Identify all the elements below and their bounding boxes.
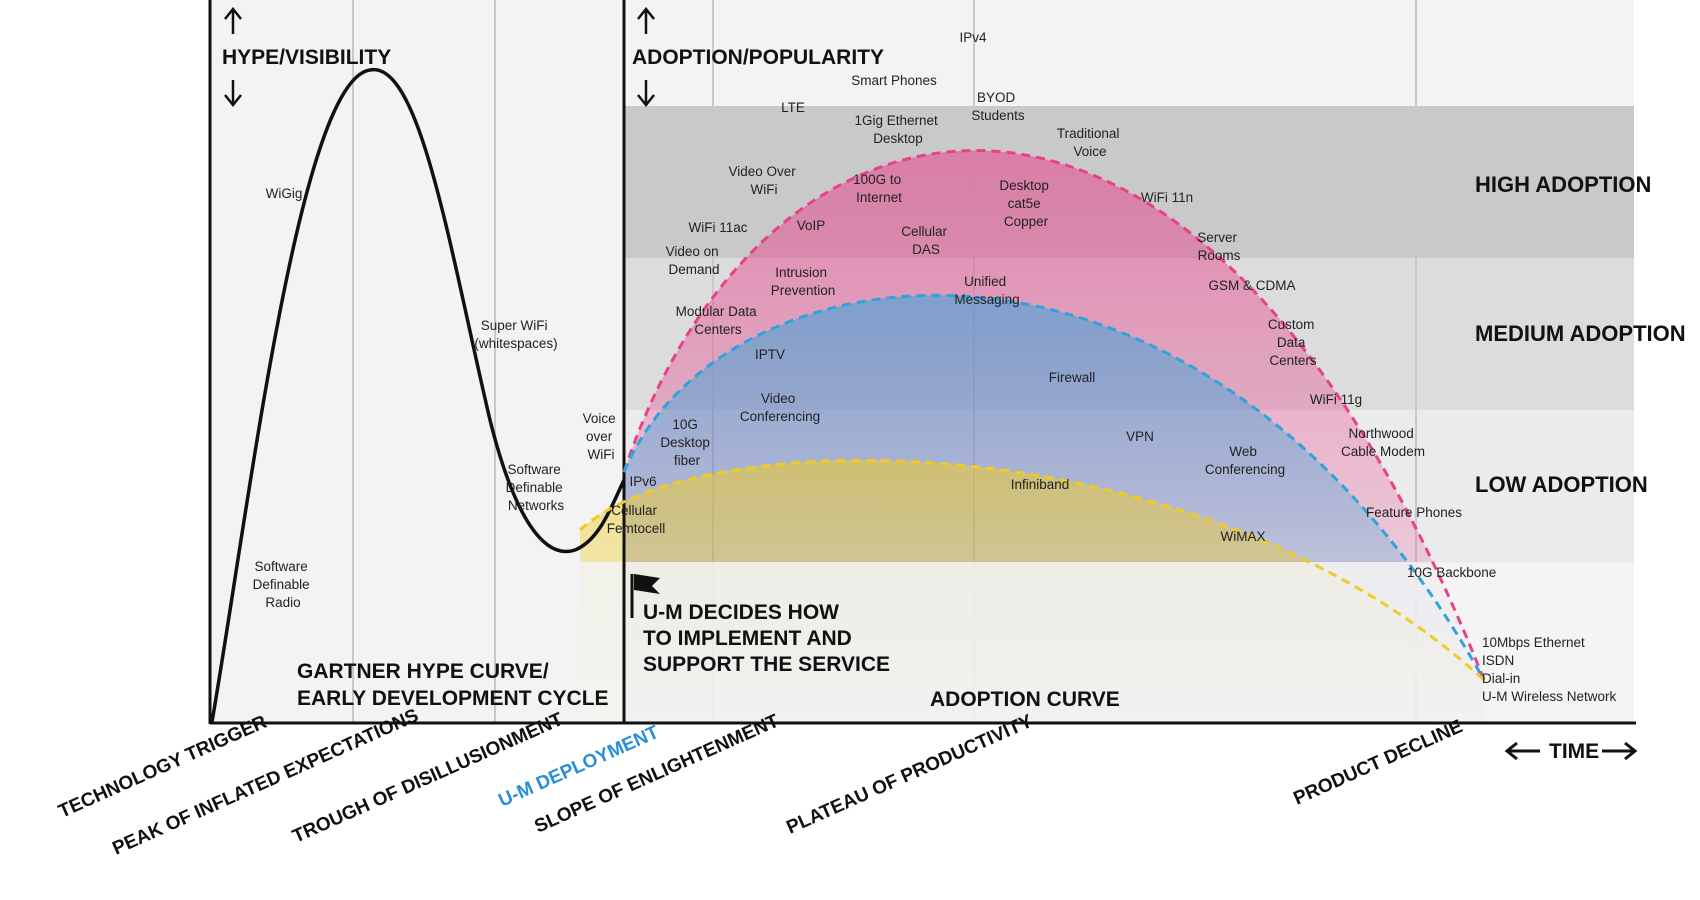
low-adoption-curve <box>578 458 1486 682</box>
tech-custom-data-centers: Custom Data Centers <box>1268 317 1318 368</box>
tech-lte: LTE <box>781 100 805 115</box>
gartner-title-line1: GARTNER HYPE CURVE/ <box>297 660 549 683</box>
tech-feature-phones: Feature Phones <box>1366 505 1462 520</box>
hype-axis-arrows-icon <box>224 6 242 108</box>
tech-super-wifi: Super WiFi (whitespaces) <box>474 318 557 351</box>
tech-firewall: Firewall <box>1049 370 1096 385</box>
tech-10g-desktop-fiber: 10G Desktop fiber <box>660 417 713 468</box>
medium-adoption-curve <box>622 293 1486 681</box>
tech-vpn: VPN <box>1126 429 1154 444</box>
tech-gsm-cdma: GSM & CDMA <box>1208 278 1295 293</box>
tech-ipv4: IPv4 <box>959 30 987 45</box>
tech-wifi-11n: WiFi 11n <box>1141 190 1193 205</box>
adoption-curve-title: ADOPTION CURVE <box>930 688 1120 711</box>
tech-video-conferencing: Video Conferencing <box>740 391 820 424</box>
tech-1gig-ethernet-desktop: 1Gig Ethernet Desktop <box>854 113 941 146</box>
tech-wimax: WiMAX <box>1221 529 1266 544</box>
tech-voice-over-wifi: Voice over WiFi <box>583 411 620 462</box>
tech-infiniband: Infiniband <box>1011 477 1070 492</box>
tech-video-over-wifi: Video Over WiFi <box>728 164 799 197</box>
tech-modular-data-centers: Modular Data Centers <box>676 304 761 337</box>
tech-unified-messaging: Unified Messaging <box>954 274 1019 307</box>
hype-curve <box>210 68 626 723</box>
low-fade-mask <box>580 562 1634 722</box>
medium-adoption-label: MEDIUM ADOPTION <box>1475 321 1686 346</box>
adoption-axis-label: ADOPTION/POPULARITY <box>632 46 884 69</box>
tech-desktop-cat5e-copper: Desktop cat5e Copper <box>999 178 1052 229</box>
tech-cellular-das: Cellular DAS <box>901 224 951 257</box>
tech-intrusion-prevention: Intrusion Prevention <box>771 265 836 298</box>
tech-100g-internet: 100G to Internet <box>853 172 905 205</box>
tech-wifi-11g: WiFi 11g <box>1310 392 1362 407</box>
tech-ipv6: IPv6 <box>629 474 656 489</box>
tech-software-definable-radio: Software Definable Radio <box>253 559 314 610</box>
flag-icon <box>630 574 660 618</box>
time-label: TIME <box>1549 740 1599 763</box>
decision-line1: U-M DECIDES HOW <box>643 601 839 624</box>
tech-web-conferencing: Web Conferencing <box>1205 444 1285 477</box>
tech-server-rooms: Server Rooms <box>1197 230 1241 263</box>
tech-wigig: WiGig <box>266 186 303 201</box>
adoption-axis-arrows-icon <box>637 6 655 108</box>
tech-voip: VoIP <box>797 218 826 233</box>
tech-traditional-voice: Traditional Voice <box>1057 126 1123 159</box>
tech-byod-students: BYOD Students <box>971 90 1025 123</box>
tech-video-on-demand: Video on Demand <box>666 244 723 277</box>
tech-northwood-cable-modem: Northwood Cable Modem <box>1341 426 1425 459</box>
hype-axis-label: HYPE/VISIBILITY <box>222 46 391 69</box>
decision-line3: SUPPORT THE SERVICE <box>643 653 890 676</box>
decision-line2: TO IMPLEMENT AND <box>643 627 852 650</box>
time-arrows-icon <box>1504 741 1638 761</box>
tech-iptv: IPTV <box>755 347 785 362</box>
high-adoption-curve <box>622 149 1486 681</box>
tech-cellular-femtocell: Cellular Femtocell <box>607 503 666 536</box>
low-adoption-label: LOW ADOPTION <box>1475 472 1648 497</box>
high-adoption-label: HIGH ADOPTION <box>1475 172 1651 197</box>
phase-plateau: PLATEAU OF PRODUCTIVITY <box>783 711 1035 839</box>
tech-wifi-11ac: WiFi 11ac <box>688 220 747 235</box>
tech-software-definable-networks: Software Definable Networks <box>506 462 567 513</box>
tech-decline-list: 10Mbps Ethernet ISDN Dial-in U-M Wireles… <box>1482 635 1617 704</box>
tech-smart-phones: Smart Phones <box>851 73 937 88</box>
gartner-title-line2: EARLY DEVELOPMENT CYCLE <box>297 687 609 710</box>
phase-decline: PRODUCT DECLINE <box>1290 716 1465 809</box>
tech-10g-backbone: 10G Backbone <box>1407 565 1496 580</box>
